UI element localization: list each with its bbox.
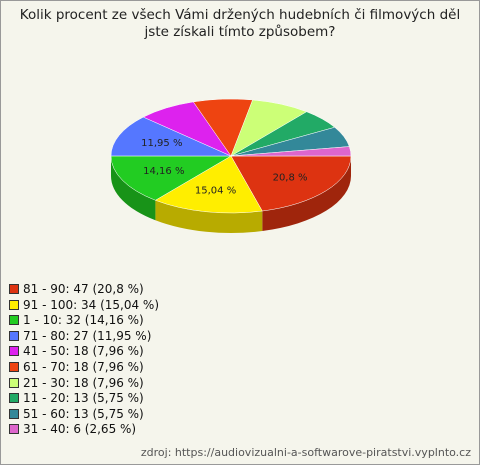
- legend-item: 51 - 60: 13 (5,75 %): [9, 407, 159, 423]
- legend-swatch: [9, 299, 19, 310]
- legend-item: 81 - 90: 47 (20,8 %): [9, 282, 159, 298]
- legend-swatch: [9, 393, 19, 404]
- legend-swatch: [9, 330, 19, 341]
- legend: 81 - 90: 47 (20,8 %) 91 - 100: 34 (15,04 …: [9, 282, 159, 438]
- legend-swatch: [9, 424, 19, 435]
- legend-item: 61 - 70: 18 (7,96 %): [9, 360, 159, 376]
- legend-swatch: [9, 377, 19, 388]
- legend-item: 31 - 40: 6 (2,65 %): [9, 422, 159, 438]
- slice: [154, 155, 263, 214]
- slice: [230, 155, 352, 212]
- legend-swatch: [9, 315, 19, 326]
- legend-label: 21 - 30: 18 (7,96 %): [23, 375, 144, 390]
- legend-label: 51 - 60: 13 (5,75 %): [23, 406, 144, 421]
- slice-side: [155, 200, 263, 234]
- legend-label: 71 - 80: 27 (11,95 %): [23, 328, 152, 343]
- source: zdroj: https://audiovizualni-a-softwarov…: [140, 446, 471, 459]
- value-label: 15,04 %: [195, 186, 236, 197]
- slice-side: [262, 156, 351, 232]
- legend-swatch: [9, 346, 19, 357]
- slice-side: [110, 156, 156, 221]
- chart-title: Kolik procent ze všech Vámi držených hud…: [19, 7, 461, 40]
- legend-swatch: [9, 408, 19, 419]
- legend-item: 41 - 50: 18 (7,96 %): [9, 344, 159, 360]
- legend-item: 21 - 30: 18 (7,96 %): [9, 376, 159, 392]
- slice: [110, 155, 232, 201]
- legend-label: 61 - 70: 18 (7,96 %): [23, 359, 144, 374]
- legend-swatch: [9, 361, 19, 372]
- value-label: 11,95 %: [141, 138, 182, 149]
- legend-item: 11 - 20: 13 (5,75 %): [9, 391, 159, 407]
- legend-label: 91 - 100: 34 (15,04 %): [23, 297, 160, 312]
- legend-item: 91 - 100: 34 (15,04 %): [9, 298, 159, 314]
- legend-item: 71 - 80: 27 (11,95 %): [9, 329, 159, 345]
- legend-label: 41 - 50: 18 (7,96 %): [23, 344, 144, 359]
- legend-label: 11 - 20: 13 (5,75 %): [23, 391, 144, 406]
- pie-area: 20,8 % 15,04 % 14,16 % 11,95 %: [110, 98, 352, 234]
- slice: [230, 146, 352, 157]
- legend-label: 1 - 10: 32 (14,16 %): [23, 313, 144, 328]
- legend-label: 31 - 40: 6 (2,65 %): [23, 422, 137, 437]
- legend-swatch: [9, 284, 19, 294]
- value-label: 14,16 %: [143, 166, 184, 177]
- value-label: 20,8 %: [273, 172, 308, 183]
- slice: [110, 116, 232, 157]
- legend-item: 1 - 10: 32 (14,16 %): [9, 313, 159, 329]
- legend-label: 81 - 90: 47 (20,8 %): [23, 282, 144, 296]
